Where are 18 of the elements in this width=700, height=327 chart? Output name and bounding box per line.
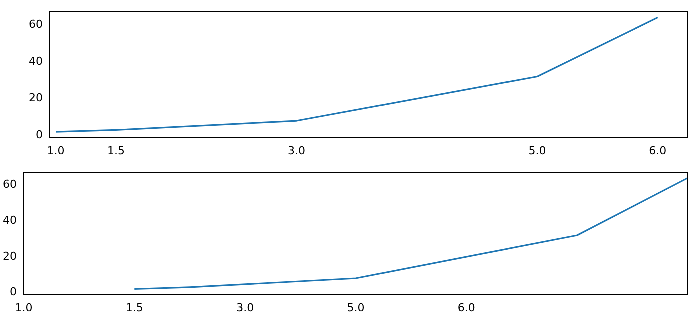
x-tick-label: 5.0 [347, 301, 365, 314]
y-tick-label: 60 [2, 178, 17, 192]
y-tick-label: 40 [28, 54, 43, 68]
x-tick-label: 1.0 [47, 144, 65, 158]
x-tick-label: 1.5 [107, 144, 125, 158]
x-tick-label: 1.5 [126, 301, 144, 314]
y-tick-label: 60 [28, 18, 43, 31]
y-tick-label: 0 [10, 286, 17, 299]
x-tick-label: 5.0 [528, 144, 546, 158]
x-tick-label: 6.0 [649, 144, 667, 158]
y-tick-label: 40 [2, 214, 17, 228]
x-tick-label: 6.0 [458, 301, 476, 314]
x-tick-label: 3.0 [288, 144, 306, 158]
x-tick-label: 3.0 [236, 301, 254, 314]
y-tick-label: 20 [2, 250, 17, 263]
x-tick-label: 1.0 [15, 301, 33, 314]
y-tick-label: 20 [28, 92, 43, 105]
y-tick-label: 0 [36, 128, 43, 142]
